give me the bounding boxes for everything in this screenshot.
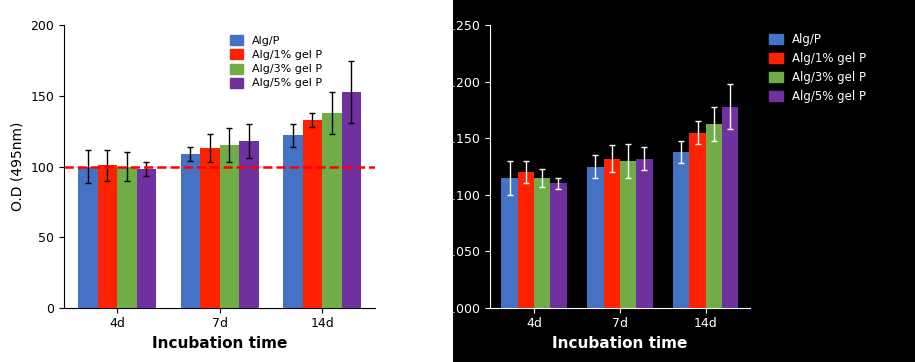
Bar [705,123,722,308]
Bar [518,172,534,308]
Bar [341,92,361,308]
Bar [587,167,604,308]
Bar [136,169,156,308]
Legend: Alg/P, Alg/1% gel P, Alg/3% gel P, Alg/5% gel P: Alg/P, Alg/1% gel P, Alg/3% gel P, Alg/5… [764,29,871,108]
Y-axis label: O.D (495nm): O.D (495nm) [425,122,438,211]
Bar [98,165,117,308]
Bar [534,178,550,308]
Bar [303,120,322,308]
Y-axis label: O.D (495nm): O.D (495nm) [11,122,25,211]
Bar [673,152,690,308]
Bar [604,159,620,308]
Legend: Alg/P, Alg/1% gel P, Alg/3% gel P, Alg/5% gel P: Alg/P, Alg/1% gel P, Alg/3% gel P, Alg/5… [225,31,327,93]
Bar [501,178,518,308]
Bar [283,135,303,308]
Bar [78,167,98,308]
Bar [180,154,200,308]
X-axis label: Incubation time: Incubation time [152,336,287,351]
X-axis label: Incubation time: Incubation time [553,336,687,351]
Bar [690,132,705,308]
Bar [322,113,341,308]
Bar [550,184,566,308]
Bar [200,148,220,308]
Bar [239,141,259,308]
Bar [620,161,636,308]
Bar [636,159,652,308]
Bar [220,145,239,308]
Bar [117,167,136,308]
Bar [722,107,738,308]
